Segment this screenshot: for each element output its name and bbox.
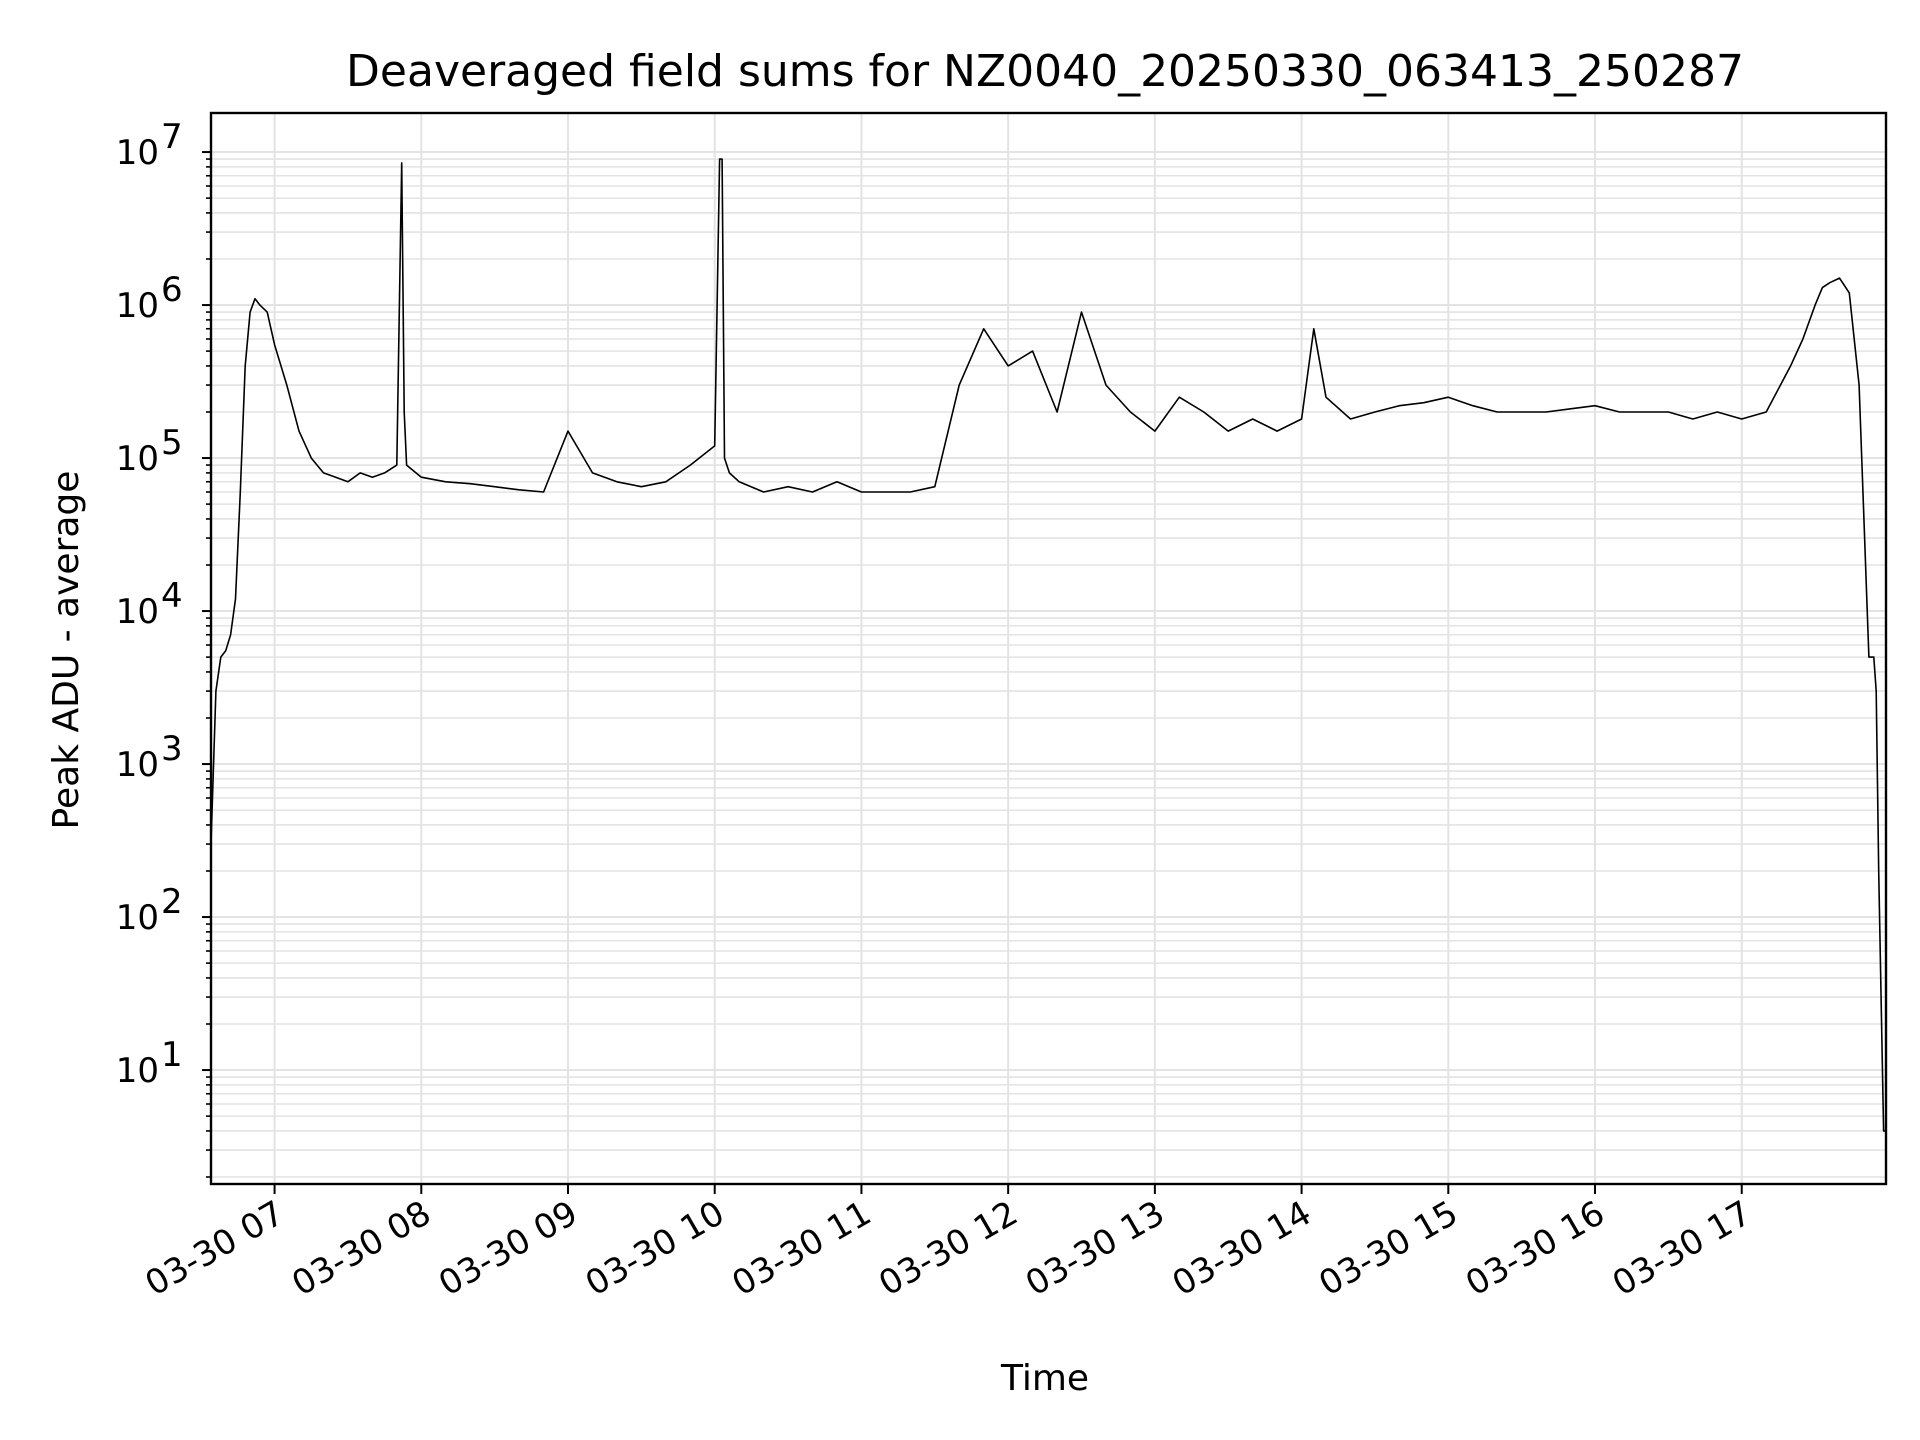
x-tick-label: 03-30 12 bbox=[872, 1193, 1024, 1304]
y-tick-exponent: 5 bbox=[161, 423, 183, 463]
y-axis-title: Peak ADU - average bbox=[46, 471, 87, 830]
y-tick-label: 10 bbox=[116, 745, 159, 785]
y-tick-label: 10 bbox=[116, 286, 159, 326]
series-line bbox=[210, 158, 1886, 1132]
x-tick-label: 03-30 11 bbox=[726, 1193, 878, 1304]
y-tick-exponent: 1 bbox=[161, 1035, 183, 1075]
y-tick-exponent: 3 bbox=[161, 729, 183, 769]
x-tick-label: 03-30 09 bbox=[432, 1193, 584, 1304]
plot-frame bbox=[209, 111, 1888, 1186]
plot-area bbox=[210, 158, 1886, 1132]
x-tick-label: 03-30 16 bbox=[1459, 1193, 1611, 1304]
y-tick-label: 10 bbox=[116, 439, 159, 479]
y-tick-label: 10 bbox=[116, 133, 159, 173]
y-tick-label: 10 bbox=[116, 1051, 159, 1091]
x-tick-label: 03-30 14 bbox=[1166, 1193, 1318, 1304]
chart-title: Deaveraged field sums for NZ0040_2025033… bbox=[346, 46, 1744, 97]
x-tick-label: 03-30 15 bbox=[1312, 1193, 1464, 1304]
x-tick-label: 03-30 07 bbox=[139, 1193, 291, 1304]
y-tick-label: 10 bbox=[116, 592, 159, 632]
y-tick-label: 10 bbox=[116, 898, 159, 938]
y-tick-exponent: 4 bbox=[161, 576, 183, 616]
x-tick-label: 03-30 08 bbox=[285, 1193, 437, 1304]
x-axis-title: Time bbox=[1000, 1358, 1089, 1399]
y-tick-exponent: 7 bbox=[161, 117, 183, 157]
y-tick-exponent: 6 bbox=[161, 270, 183, 310]
x-tick-label: 03-30 13 bbox=[1019, 1193, 1171, 1304]
x-tick-label: 03-30 10 bbox=[579, 1193, 731, 1304]
grid bbox=[211, 113, 1886, 1184]
x-tick-label: 03-30 17 bbox=[1606, 1193, 1758, 1304]
y-tick-exponent: 2 bbox=[161, 882, 183, 922]
